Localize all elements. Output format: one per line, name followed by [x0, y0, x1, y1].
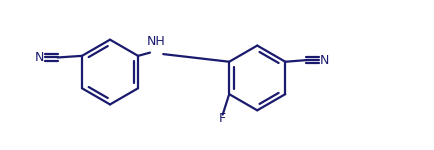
Text: F: F: [219, 112, 226, 125]
Text: N: N: [319, 54, 328, 67]
Text: NH: NH: [146, 35, 165, 48]
Text: N: N: [35, 51, 44, 64]
